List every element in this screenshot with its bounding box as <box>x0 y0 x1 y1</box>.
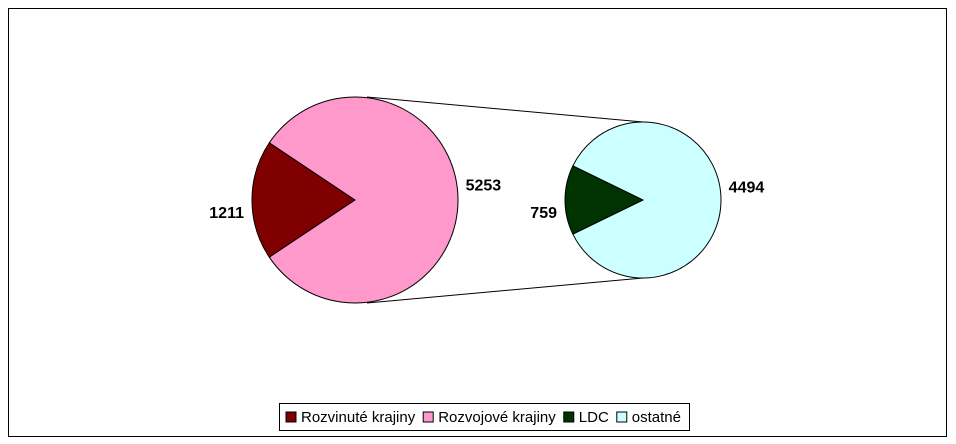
data-label: 4494 <box>729 180 765 197</box>
chart-frame <box>8 8 947 437</box>
connector <box>366 96 644 123</box>
data-label: 1211 <box>209 205 244 222</box>
legend-swatch <box>616 411 628 423</box>
pie-slice <box>572 121 722 279</box>
pie-slice <box>564 165 645 235</box>
legend-label: ostatné <box>632 409 681 426</box>
data-label: 5253 <box>466 178 502 195</box>
legend-swatch <box>563 411 575 423</box>
legend-swatch <box>422 411 434 423</box>
legend-label: Rozvinuté krajiny <box>301 409 416 426</box>
data-label: 759 <box>530 205 557 222</box>
legend-label: Rozvojové krajiny <box>438 409 556 426</box>
legend-label: LDC <box>579 409 609 426</box>
pie-slice <box>251 142 356 258</box>
legend-swatch <box>285 411 297 423</box>
connector <box>366 277 644 304</box>
pie-slice <box>268 96 459 304</box>
